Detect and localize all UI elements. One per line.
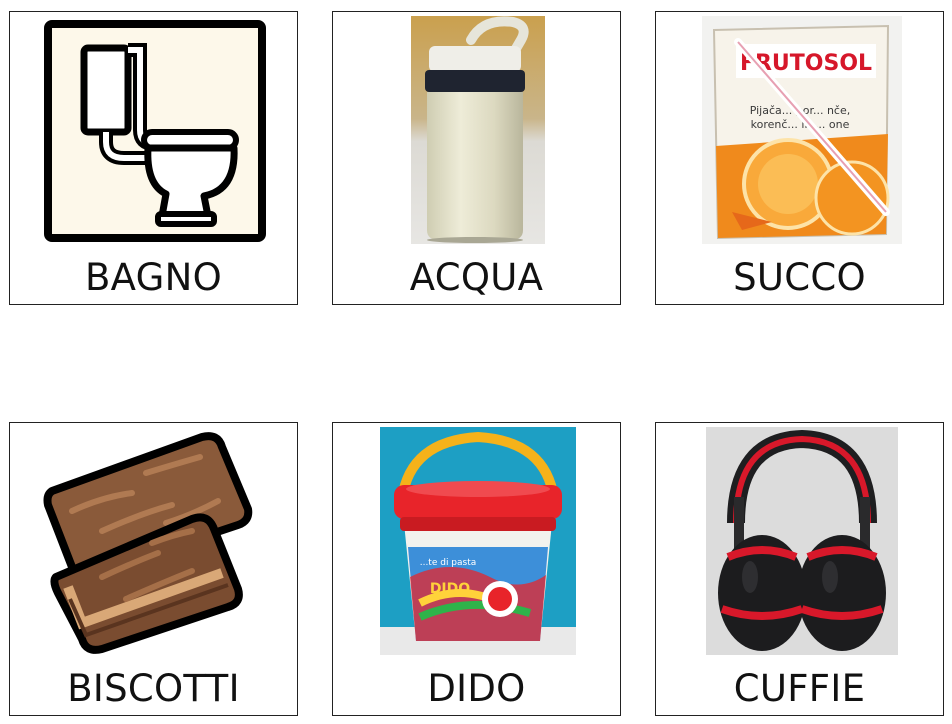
card-acqua[interactable]: ACQUA bbox=[332, 11, 621, 305]
juice-text-line2: korenč... in ... one bbox=[751, 118, 850, 131]
water-bottle-photo bbox=[411, 16, 545, 244]
card-bagno[interactable]: BAGNO bbox=[9, 11, 298, 305]
card-label: CUFFIE bbox=[733, 667, 866, 710]
card-label: BISCOTTI bbox=[67, 667, 240, 710]
ear-muffs-photo bbox=[706, 427, 898, 655]
juice-box-photo: FRUTOSOL Pijača... por... nče, korenč...… bbox=[702, 16, 902, 244]
card-biscotti[interactable]: BISCOTTI bbox=[9, 422, 298, 716]
card-label: ACQUA bbox=[409, 256, 544, 299]
toilet-icon bbox=[44, 20, 266, 242]
card-dido[interactable]: ...te di pasta DIDO DIDO bbox=[332, 422, 621, 716]
play-dough-bucket-photo: ...te di pasta DIDO bbox=[380, 427, 576, 655]
wafer-biscuit-icon bbox=[42, 427, 270, 655]
dido-brand-text: DIDO bbox=[430, 581, 470, 597]
card-label: BAGNO bbox=[84, 256, 223, 299]
card-cuffie[interactable]: CUFFIE bbox=[655, 422, 944, 716]
card-label: DIDO bbox=[427, 667, 526, 710]
card-succo[interactable]: FRUTOSOL Pijača... por... nče, korenč...… bbox=[655, 11, 944, 305]
dido-tagline: ...te di pasta bbox=[420, 558, 477, 568]
card-label: SUCCO bbox=[733, 256, 866, 299]
